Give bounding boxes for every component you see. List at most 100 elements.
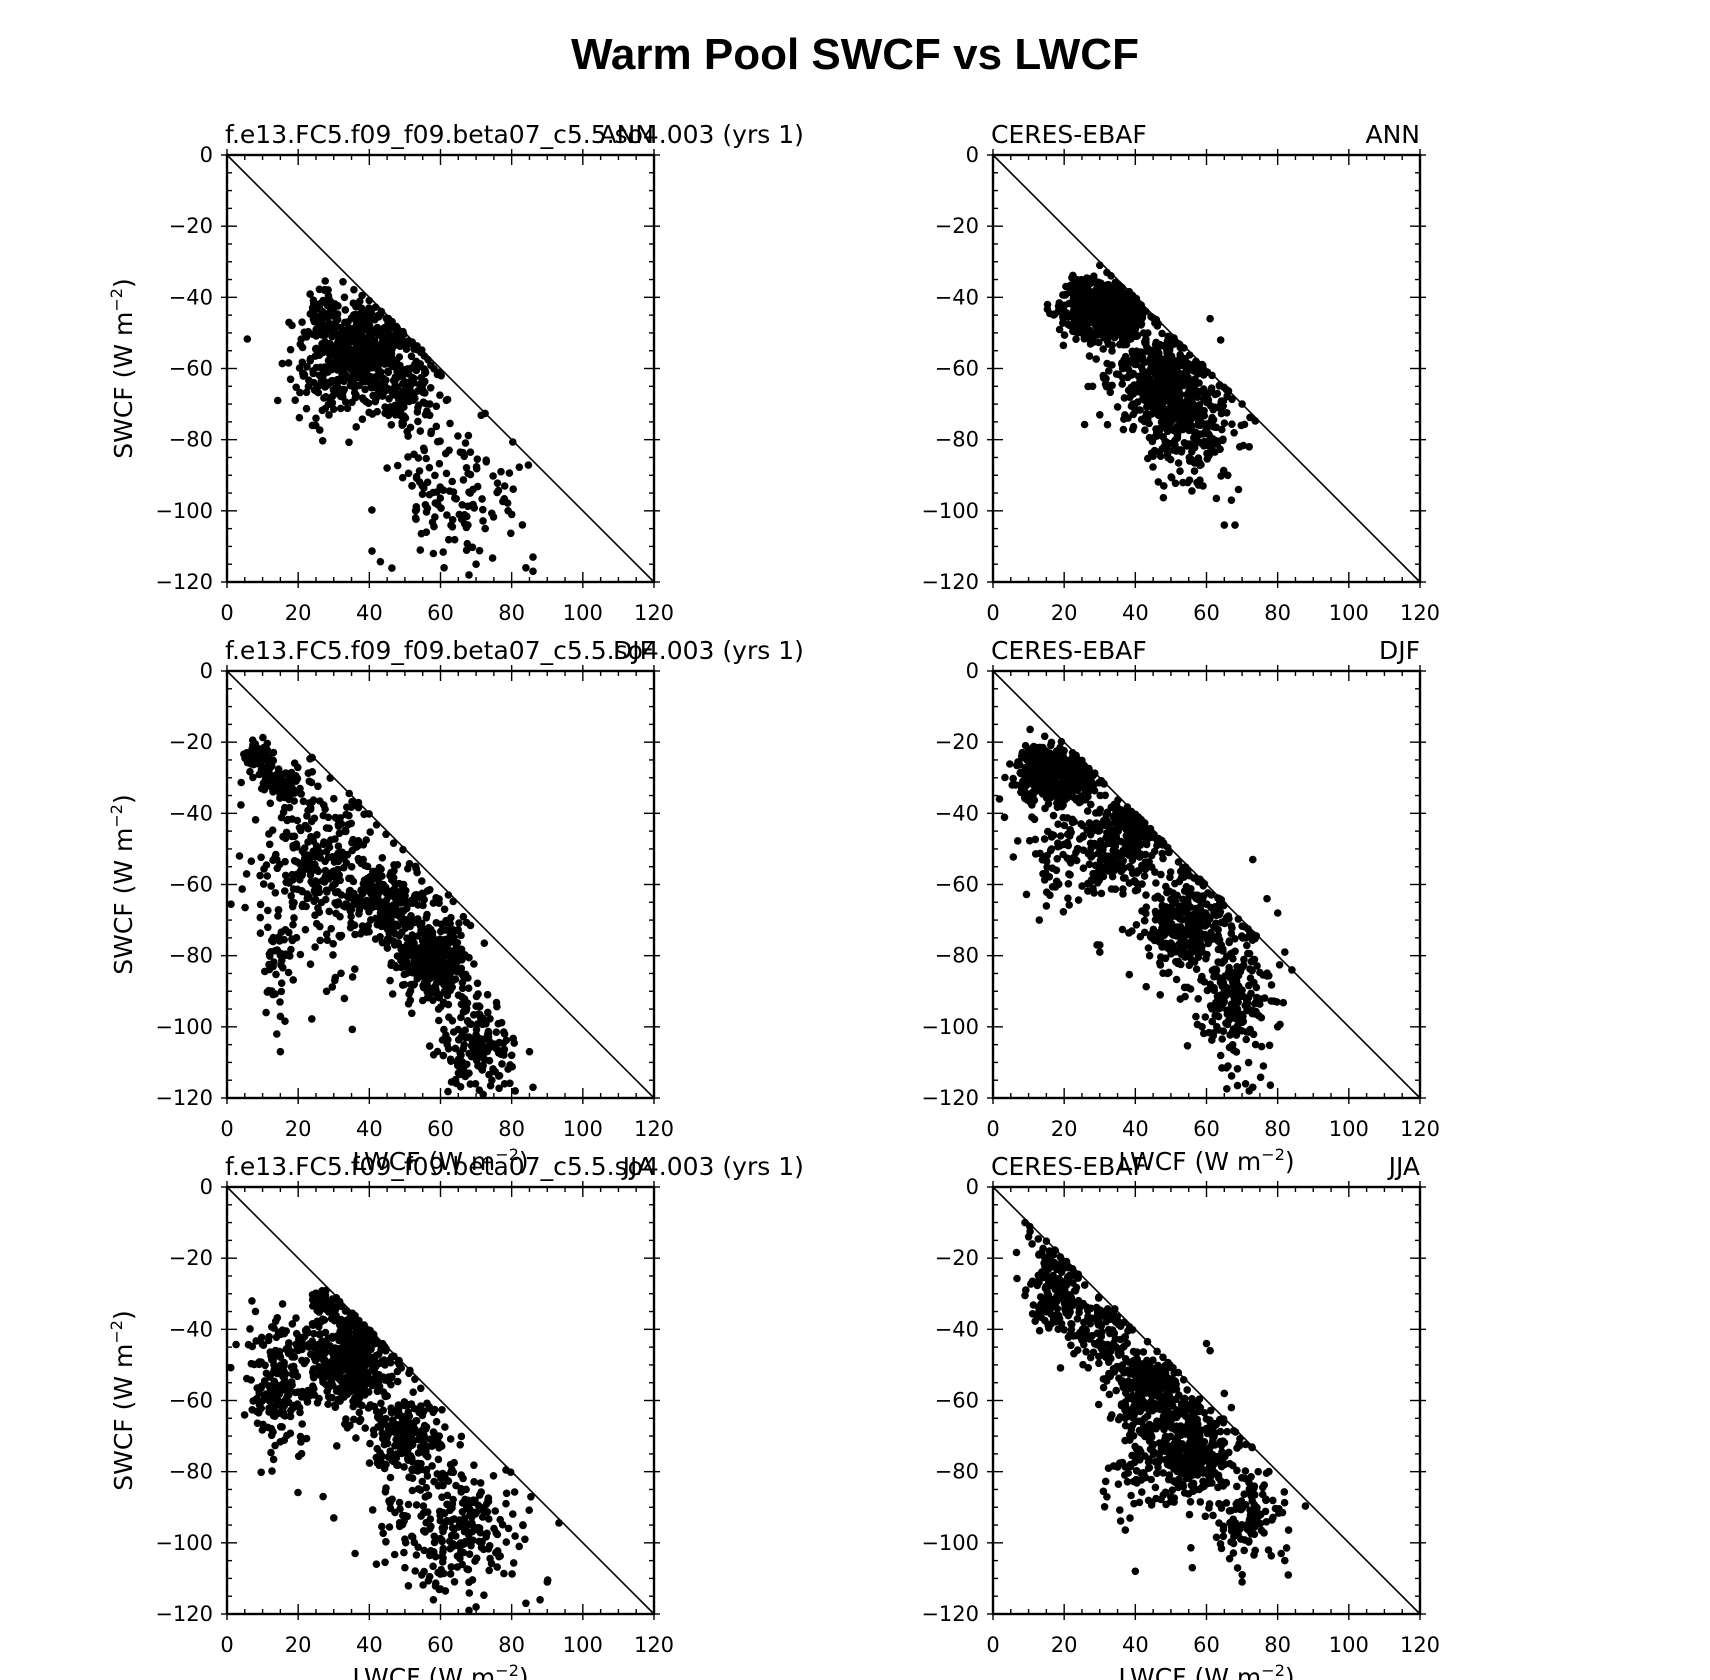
data-point [265, 840, 274, 849]
x-tick-label: 100 [1329, 601, 1369, 625]
data-point [1171, 910, 1179, 919]
y-tick-label: 0 [200, 659, 213, 683]
data-point [378, 381, 387, 389]
data-point [1176, 467, 1184, 476]
data-point [367, 916, 375, 924]
data-point [1195, 379, 1203, 387]
data-point [340, 854, 348, 863]
y-tick-label: −120 [155, 1086, 213, 1110]
data-point [1127, 313, 1136, 322]
data-point [440, 905, 449, 914]
data-point [1144, 944, 1153, 952]
data-point [427, 429, 435, 438]
data-point [327, 924, 336, 933]
data-point [349, 337, 358, 346]
data-point [1001, 773, 1009, 782]
data-point [493, 479, 502, 488]
point-group [1043, 261, 1260, 529]
data-point [1120, 360, 1128, 368]
data-point [1167, 473, 1176, 482]
data-point [272, 970, 280, 979]
data-point [1199, 892, 1208, 900]
data-point [473, 482, 482, 491]
data-point [304, 382, 313, 391]
x-tick-label: 0 [220, 601, 233, 625]
data-point [1166, 873, 1174, 882]
data-point [372, 354, 380, 362]
data-point [1072, 335, 1080, 344]
data-point [436, 494, 445, 503]
data-point [459, 448, 467, 457]
data-point [384, 367, 392, 376]
x-tick-label: 120 [634, 1117, 674, 1141]
data-point [284, 968, 293, 977]
data-point [273, 1030, 281, 1038]
data-point [392, 357, 400, 365]
data-point [384, 903, 392, 912]
data-point [1169, 889, 1177, 897]
data-point [416, 546, 425, 554]
data-point [507, 1051, 516, 1060]
data-point [383, 944, 392, 952]
data-point [391, 376, 399, 385]
data-point [291, 396, 300, 405]
data-point [422, 454, 431, 463]
data-point [314, 388, 323, 397]
data-point [1167, 373, 1175, 382]
data-point [298, 358, 307, 367]
data-point [1243, 941, 1251, 950]
data-point [353, 352, 362, 361]
data-point [309, 796, 318, 804]
data-point [331, 300, 339, 308]
data-point [1096, 411, 1104, 419]
data-point [1149, 463, 1157, 471]
data-point [1218, 1035, 1226, 1043]
data-point [416, 427, 425, 435]
data-point [387, 961, 395, 969]
data-point [455, 919, 463, 927]
data-point [358, 415, 367, 424]
data-point [1230, 429, 1238, 437]
y-tick-label: −60 [169, 357, 213, 381]
data-point [306, 805, 315, 814]
data-point [1267, 981, 1276, 989]
data-point [303, 363, 311, 371]
data-point [445, 927, 454, 935]
data-point [494, 486, 503, 495]
data-point [463, 1017, 472, 1026]
data-point [470, 960, 478, 968]
data-point [337, 969, 345, 978]
data-point [265, 965, 274, 974]
data-point [436, 391, 444, 400]
y-axis-label: SWCF (W m−2) [107, 278, 138, 459]
data-point [415, 362, 424, 371]
data-point [458, 501, 467, 509]
data-point [353, 363, 361, 371]
data-point [341, 306, 350, 314]
panel-right-label: ANN [1365, 120, 1420, 149]
data-point [323, 888, 331, 896]
y-tick-label: −120 [921, 570, 979, 594]
data-point [422, 508, 431, 516]
data-point [378, 854, 387, 862]
data-point [1164, 908, 1173, 916]
data-point [390, 861, 398, 869]
data-point [1279, 998, 1288, 1007]
data-point [458, 1068, 466, 1076]
data-point [423, 887, 432, 895]
data-point [1212, 494, 1221, 503]
data-point [1227, 496, 1236, 505]
data-point [256, 900, 265, 909]
data-point [472, 1030, 480, 1039]
data-point [348, 1025, 357, 1034]
data-point [286, 345, 295, 354]
data-point [436, 944, 444, 953]
data-point [1040, 732, 1049, 741]
data-point [1118, 925, 1127, 934]
data-point [273, 770, 281, 779]
data-point [405, 950, 414, 959]
data-point [328, 853, 337, 861]
data-point [505, 469, 514, 477]
data-point [466, 1080, 475, 1088]
data-point [328, 392, 337, 401]
